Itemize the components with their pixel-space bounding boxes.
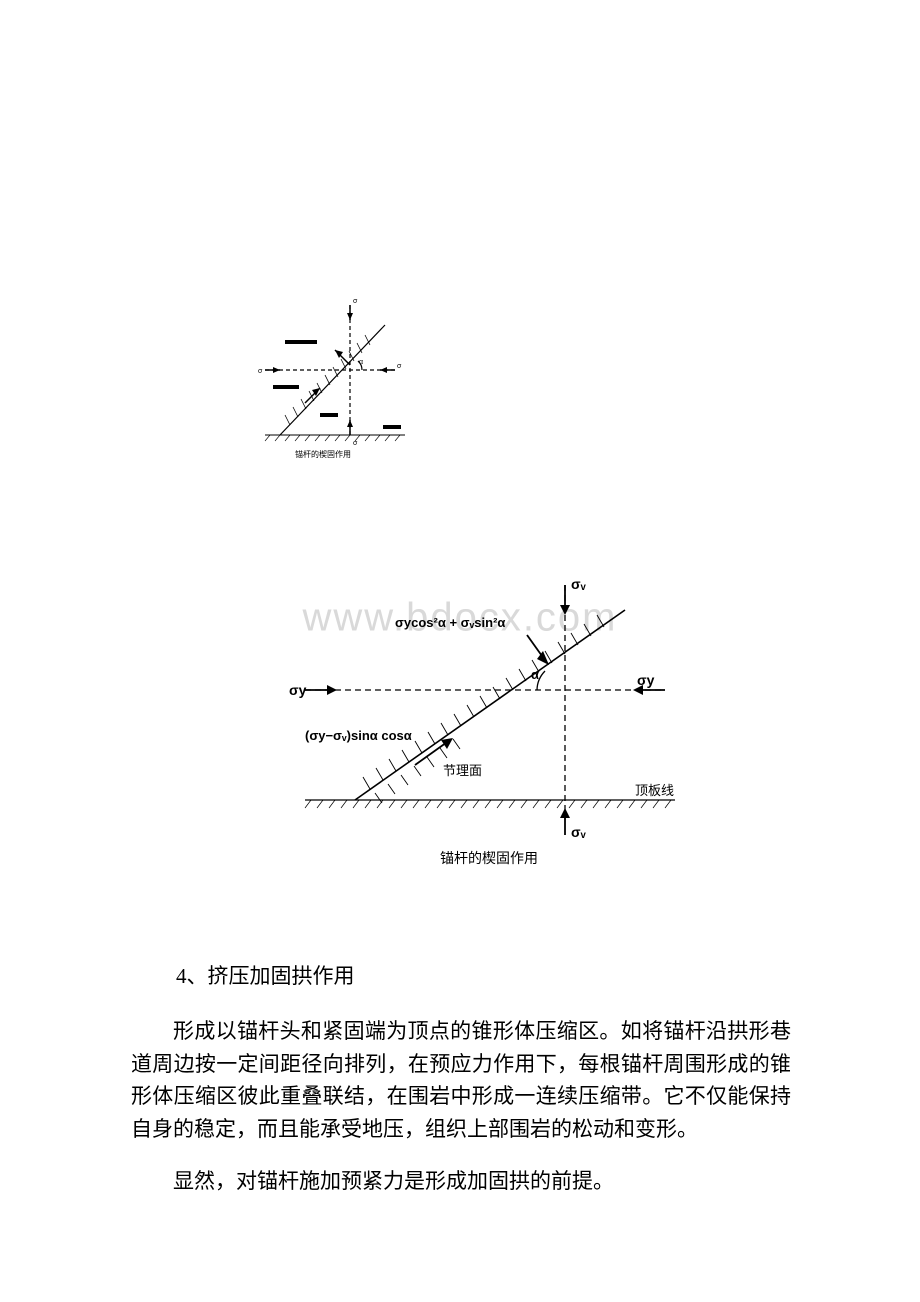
diagram-large-caption: 锚杆的楔固作用 bbox=[440, 848, 538, 868]
label-shear-stress: (σy−σᵥ)sinα cosα bbox=[305, 728, 412, 743]
diagram-small-caption: 锚杆的楔固作用 bbox=[295, 449, 351, 459]
page: www.bdocx.com bbox=[0, 0, 920, 1302]
svg-text:σ: σ bbox=[353, 440, 358, 447]
label-sigma-y-right: σy bbox=[637, 672, 655, 688]
svg-text:σ: σ bbox=[353, 298, 358, 305]
section-4-paragraph-1: 形成以锚杆头和紧固端为顶点的锥形体压缩区。如将锚杆沿拱形巷道周边按一定间距径向排… bbox=[131, 1015, 791, 1145]
label-sigma-v-top: σᵥ bbox=[571, 576, 587, 592]
svg-text:σ: σ bbox=[397, 363, 402, 370]
section-4-heading: 4、挤压加固拱作用 bbox=[176, 960, 355, 994]
label-roof-line: 顶板线 bbox=[635, 783, 674, 798]
svg-text:α: α bbox=[359, 359, 363, 366]
diagram-wedge-large: σᵥ σᵥ σy σy α σycos²α + σᵥsin²α (σy−σᵥ)s… bbox=[275, 575, 695, 855]
label-sigma-v-bottom: σᵥ bbox=[571, 824, 587, 840]
svg-text:σ: σ bbox=[258, 368, 263, 375]
label-alpha: α bbox=[531, 667, 539, 682]
label-sigma-y-left: σy bbox=[289, 682, 307, 698]
section-4-paragraph-2: 显然，对锚杆施加预紧力是形成加固拱的前提。 bbox=[131, 1165, 791, 1198]
label-normal-stress: σycos²α + σᵥsin²α bbox=[395, 615, 505, 630]
diagram-wedge-small: σ σ σ σ α 锚杆的楔固作用 bbox=[225, 285, 425, 465]
label-joint-plane: 节理面 bbox=[443, 763, 482, 778]
